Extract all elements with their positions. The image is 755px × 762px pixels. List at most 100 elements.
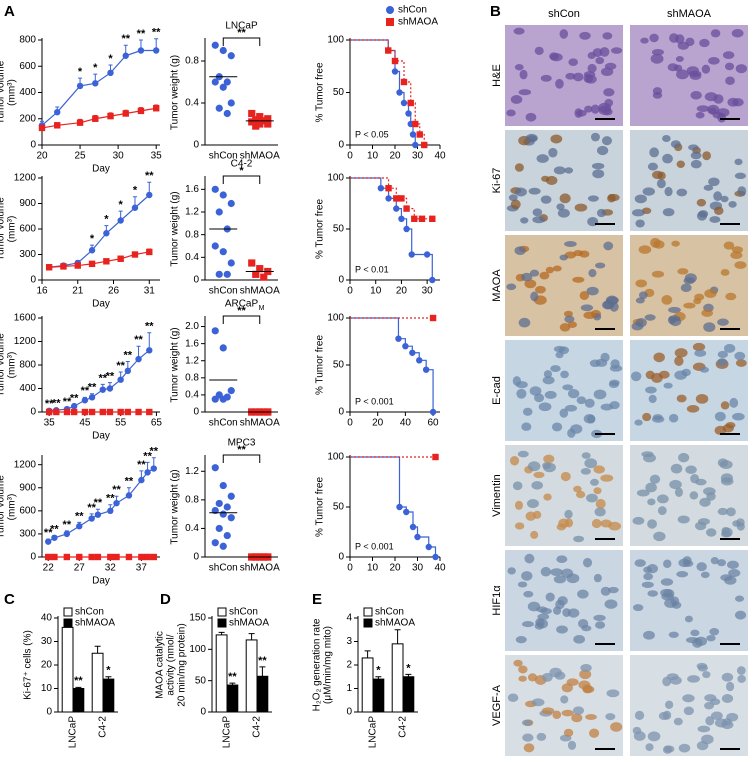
marker (402, 343, 409, 350)
marker (400, 78, 408, 86)
cell-nucleus (573, 535, 585, 543)
marker (144, 469, 151, 476)
cell-nucleus (525, 133, 538, 143)
cell-nucleus (591, 518, 602, 529)
marker (150, 553, 157, 561)
marker (425, 543, 432, 551)
cell-nucleus (650, 237, 661, 248)
cell-nucleus (632, 604, 644, 612)
cell-nucleus (548, 147, 558, 158)
significance: ** (228, 671, 237, 683)
marker (248, 259, 256, 267)
marker (81, 397, 89, 404)
cell-nucleus (646, 564, 658, 574)
bracket (222, 175, 261, 184)
cell-nucleus (634, 710, 645, 720)
marker (409, 523, 417, 531)
row-label: MAOA (491, 269, 503, 302)
y-tick-label: 2.0 (185, 321, 199, 332)
cell-nucleus (567, 388, 580, 399)
cell-nucleus (560, 370, 569, 379)
y-tick-label: 400 (19, 383, 36, 394)
cell-nucleus (588, 268, 597, 278)
cell-nucleus (561, 709, 574, 717)
cell-nucleus (648, 394, 657, 404)
marker (377, 185, 385, 192)
marker (124, 408, 132, 416)
cell-nucleus (560, 471, 571, 482)
cell-nucleus (578, 680, 591, 690)
cell-nucleus (662, 135, 671, 142)
cell-nucleus (515, 636, 527, 644)
significance: * (239, 165, 244, 177)
chart-title-subscript: M (259, 305, 265, 312)
marker (99, 408, 106, 416)
x-tick-label: 10 (370, 286, 382, 297)
cell-nucleus (589, 728, 600, 738)
bar (102, 678, 115, 713)
y-tick-label: 400 (19, 87, 36, 98)
cell-nucleus (729, 397, 739, 408)
x-tick-label: 0 (347, 286, 353, 297)
cell-nucleus (661, 295, 673, 305)
cell-nucleus (565, 72, 576, 80)
marker (150, 465, 157, 472)
cell-nucleus (536, 732, 547, 741)
cell-nucleus (676, 69, 689, 80)
cell-nucleus (696, 105, 710, 113)
x-tick-label: shCon (209, 418, 238, 429)
y-tick-label: 0 (30, 552, 36, 563)
cell-nucleus (676, 571, 689, 578)
marker (211, 539, 219, 547)
marker (124, 367, 132, 375)
y-tick-label: 100 (327, 173, 344, 184)
cell-nucleus (699, 497, 711, 507)
cell-nucleus (559, 29, 569, 39)
cell-nucleus (723, 343, 736, 353)
y-tick-label: 0 (193, 275, 199, 286)
y-axis-label: activity (nmol/ (166, 634, 177, 695)
cell-nucleus (512, 481, 523, 491)
cell-nucleus (552, 265, 562, 272)
x-tick-label: shMAOA (240, 563, 280, 574)
marker (432, 553, 439, 561)
marker (405, 110, 412, 117)
error-bar (259, 666, 266, 677)
cell-nucleus (584, 458, 598, 469)
marker (94, 553, 102, 561)
cell-nucleus (670, 463, 683, 474)
cell-nucleus (573, 634, 586, 644)
cell-nucleus (667, 316, 676, 325)
legend-swatch (63, 618, 73, 628)
marker (227, 52, 235, 60)
cell-nucleus (564, 167, 574, 174)
significance: ** (94, 497, 103, 509)
y-tick-label: 1 (346, 683, 352, 694)
marker (131, 251, 139, 258)
cell-nucleus (593, 465, 605, 474)
marker (252, 270, 260, 278)
marker (63, 530, 71, 538)
cell-nucleus (573, 706, 585, 715)
cell-nucleus (676, 188, 688, 197)
significance: ** (44, 527, 53, 539)
cell-nucleus (543, 462, 556, 473)
marker (215, 270, 223, 278)
row-label: Ki-67 (491, 168, 503, 194)
significance: ** (81, 385, 90, 397)
y-tick-label: 4 (346, 613, 352, 624)
cell-nucleus (720, 574, 733, 582)
marker (409, 349, 416, 356)
y-tick-label: 800 (19, 360, 36, 371)
cell-nucleus (572, 72, 584, 82)
marker (117, 255, 124, 262)
x-tick-label: 32 (105, 563, 117, 574)
cell-nucleus (592, 169, 605, 179)
cell-nucleus (526, 499, 539, 509)
marker (53, 408, 60, 416)
significance: ** (125, 476, 134, 488)
marker (76, 82, 84, 90)
cell-nucleus (586, 286, 599, 296)
cell-nucleus (647, 498, 656, 506)
cell-nucleus (694, 293, 705, 301)
